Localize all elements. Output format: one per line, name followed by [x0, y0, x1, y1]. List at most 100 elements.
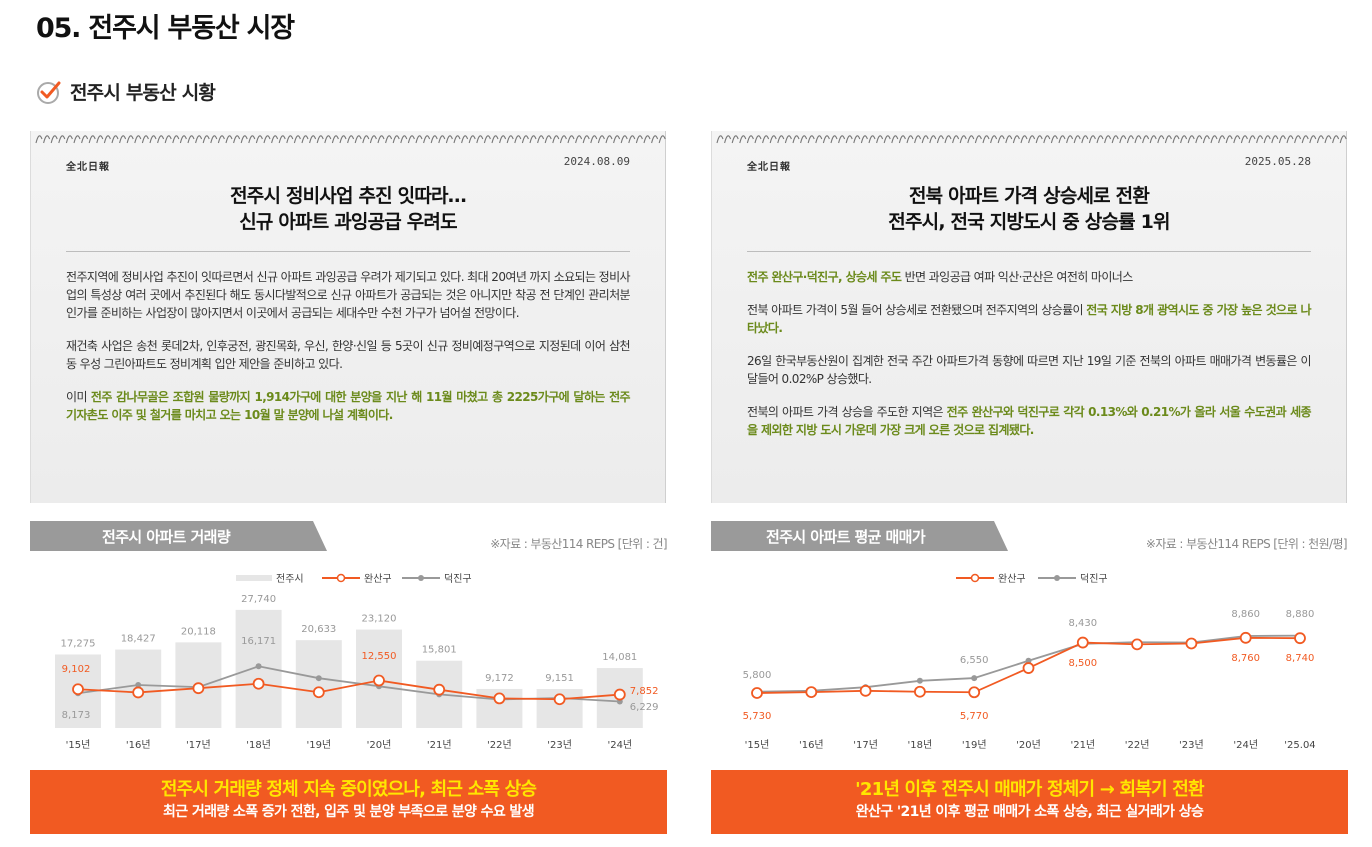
binder-ring	[658, 135, 666, 144]
banner-subline: 최근 거래량 소폭 증가 전환, 입주 및 분양 부족으로 분양 수요 발생	[162, 804, 535, 820]
article-date: 2024.08.09	[563, 155, 630, 168]
legend-label-deokjin: 덕진구	[444, 573, 472, 585]
binder-ring	[883, 135, 891, 144]
paragraph-3: 이미 전주 감나무골은 조합원 물량까지 1,914가구에 대한 분양을 지난 …	[66, 388, 631, 424]
data-label: 8,860	[1231, 609, 1260, 620]
binder-ring	[195, 135, 203, 144]
bar-value-label: 17,275	[61, 638, 96, 649]
x-tick-label: '19년	[962, 739, 987, 751]
binder-ring	[217, 135, 225, 144]
point-wansan	[613, 688, 626, 701]
paragraph-4-prefix: 전북의 아파트 가격 상승을 주도한 지역은	[747, 405, 947, 419]
section-title-text: 전주시 부동산 시황	[70, 82, 216, 104]
binder-ring	[845, 135, 853, 144]
binder-ring	[43, 135, 51, 144]
binder-ring	[1324, 135, 1332, 144]
point-wansan	[1239, 631, 1252, 644]
x-tick-label: '23년	[1179, 739, 1204, 751]
x-tick-label: '24년	[607, 739, 632, 751]
bar-jeonju	[295, 640, 342, 728]
binder-ring	[974, 135, 982, 144]
source-note-volume: ※자료 : 부동산114 REPS [단위 : 건]	[490, 537, 667, 551]
binder-ring	[800, 135, 808, 144]
binder-ring	[1126, 135, 1134, 144]
x-tick-label: '25.04	[1284, 740, 1315, 751]
news-clipping-1: 全北日報 2024.08.09 전주시 정비사업 추진 잇따라… 신규 아파트 …	[30, 131, 666, 503]
headline-line-1: 전북 아파트 가격 상승세로 전환	[908, 185, 1150, 207]
binder-ring	[316, 135, 324, 144]
point-wansan	[859, 684, 872, 697]
binder-ring	[233, 135, 241, 144]
data-label: 8,500	[1068, 658, 1097, 669]
binder-ring	[1066, 135, 1074, 144]
binder-ring	[1248, 135, 1256, 144]
paragraph-1-rest: 반면 과잉공급 여파 익산·군산은 여전히 마이너스	[901, 270, 1134, 284]
binder-ring	[103, 135, 111, 144]
data-label: 6,229	[630, 702, 659, 713]
binder-ring	[635, 135, 643, 144]
x-tick-label: '20년	[367, 739, 392, 751]
binder-ring	[415, 135, 423, 144]
x-tick-label: '20년	[1016, 739, 1041, 751]
chart-legend: 완산구 덕진구	[956, 573, 1108, 585]
binder-ring	[255, 135, 263, 144]
paragraph-2: 전북 아파트 가격이 5월 들어 상승세로 전환됐으며 전주지역의 상승률이 전…	[747, 301, 1312, 337]
x-tick-label: '21년	[427, 739, 452, 751]
binder-ring	[407, 135, 415, 144]
binder-ring	[362, 135, 370, 144]
data-label: 8,740	[1286, 653, 1315, 664]
binder-ring	[293, 135, 301, 144]
binder-ring	[172, 135, 180, 144]
binder-ring	[1195, 135, 1203, 144]
point-wansan	[751, 687, 763, 699]
binder-ring	[1104, 135, 1112, 144]
binder-ring	[731, 135, 739, 144]
binder-ring	[891, 135, 899, 144]
binder-ring	[354, 135, 362, 144]
binder-ring	[111, 135, 119, 144]
binder-ring	[96, 135, 104, 144]
binder-ring	[868, 135, 876, 144]
binder-ring	[990, 135, 998, 144]
paragraph-3-highlight: 전주 감나무골은 조합원 물량까지 1,914가구에 대한 분양을 지난 해 1…	[66, 390, 631, 422]
binder-ring	[225, 135, 233, 144]
binder-ring	[559, 135, 567, 144]
divider	[66, 251, 630, 252]
binder-rings	[35, 135, 666, 144]
point-wansan	[1076, 636, 1089, 649]
binder-ring	[815, 135, 823, 144]
data-label: 5,770	[960, 711, 989, 722]
binder-ring	[959, 135, 967, 144]
binder-ring	[830, 135, 838, 144]
headline-line-2: 신규 아파트 과잉공급 우려도	[239, 211, 457, 233]
x-tick-label: '22년	[487, 739, 512, 751]
binder-ring	[385, 135, 393, 144]
binder-ring	[838, 135, 846, 144]
x-tick-label: '16년	[799, 739, 824, 751]
binder-ring	[792, 135, 800, 144]
binder-ring	[1012, 135, 1020, 144]
binder-ring	[248, 135, 256, 144]
binder-ring	[179, 135, 187, 144]
point-wansan	[132, 686, 145, 699]
binder-ring	[952, 135, 960, 144]
binder-ring	[1172, 135, 1180, 144]
binder-ring	[1210, 135, 1218, 144]
point-wansan	[1131, 638, 1144, 651]
binder-ring	[597, 135, 605, 144]
binder-ring	[369, 135, 377, 144]
binder-ring	[1286, 135, 1294, 144]
check-circle-icon	[37, 81, 61, 104]
binder-ring	[347, 135, 355, 144]
x-tick-label: '24년	[1233, 739, 1258, 751]
binder-ring	[240, 135, 248, 144]
summary-banner-price: '21년 이후 전주시 매매가 정체기 → 회복기 전환 완산구 '21년 이후…	[711, 770, 1348, 834]
binder-ring	[1309, 135, 1317, 144]
binder-ring	[461, 135, 469, 144]
legend-marker-deokjin	[418, 575, 424, 581]
data-label: 12,550	[362, 651, 397, 662]
bar-value-label: 23,120	[362, 614, 397, 625]
paragraph-4: 전북의 아파트 가격 상승을 주도한 지역은 전주 완산구와 덕진구로 각각 0…	[747, 403, 1312, 439]
legend-label-deokjin: 덕진구	[1080, 573, 1108, 585]
article-body: 전주지역에 정비사업 추진이 잇따르면서 신규 아파트 과잉공급 우려가 제기되…	[66, 268, 631, 439]
